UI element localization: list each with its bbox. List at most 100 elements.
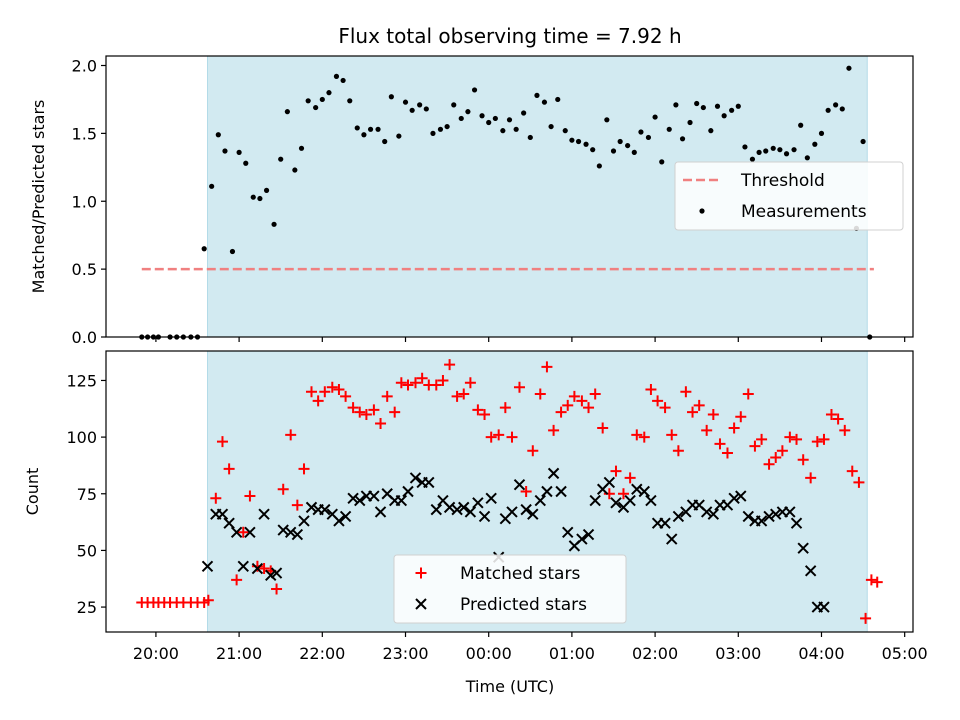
data-point (846, 65, 852, 71)
data-point (506, 431, 518, 443)
data-point (506, 506, 518, 518)
x-tick-label: 01:00 (549, 644, 595, 663)
panel1-y-tick-label: 0.0 (72, 328, 97, 347)
data-point (603, 476, 616, 489)
data-point (853, 476, 865, 488)
x-tick-label: 02:00 (632, 644, 678, 663)
x-tick-label: 22:00 (299, 644, 345, 663)
data-point (527, 445, 539, 457)
data-point (347, 98, 353, 104)
data-point (617, 138, 623, 145)
data-point (652, 395, 664, 407)
data-point (818, 130, 825, 136)
data-point (610, 148, 617, 154)
x-tick-label: 03:00 (715, 644, 761, 663)
data-point (313, 104, 319, 111)
data-point (278, 156, 284, 162)
panel1-axes: 0.0 0.5 1.0 1.5 2.0 Matched/Predicted stars Th… (29, 55, 914, 347)
data-point (783, 151, 790, 157)
data-point (714, 438, 726, 450)
data-point (339, 510, 352, 523)
data-point (770, 145, 776, 151)
data-point (804, 565, 817, 577)
data-point (798, 122, 804, 128)
data-point (458, 115, 464, 122)
data-point (443, 501, 456, 514)
data-point (672, 510, 685, 523)
data-point (589, 494, 601, 507)
data-point (839, 106, 845, 112)
panel2-frame (105, 350, 914, 633)
data-point (701, 424, 713, 436)
data-point (673, 102, 679, 108)
data-point (604, 117, 610, 123)
data-point (423, 106, 429, 112)
panel1-y-axis-label: Matched/Predicted stars (29, 100, 48, 294)
legend-dot-marker (699, 208, 705, 214)
data-point (472, 404, 484, 416)
data-point (340, 390, 352, 402)
data-point (638, 485, 650, 498)
x-tick-label: 00:00 (466, 644, 512, 663)
data-point (624, 494, 636, 507)
data-point (382, 138, 388, 145)
data-point (617, 488, 629, 500)
data-point (374, 506, 387, 518)
data-point (409, 107, 415, 113)
x-tick-label: 21:00 (216, 644, 262, 663)
data-point (541, 361, 553, 373)
data-point (250, 194, 256, 200)
legend-label: Matched stars (460, 564, 580, 584)
panel1-y-tick-label: 2.0 (72, 57, 97, 76)
data-point (865, 574, 877, 586)
data-point (631, 149, 637, 155)
legend-label: Predicted stars (460, 595, 587, 615)
data-point (583, 141, 589, 147)
data-point (464, 377, 476, 389)
panel1-y-tick-label: 1.5 (72, 124, 97, 143)
data-point (521, 110, 527, 116)
data-point (209, 183, 215, 189)
data-point (700, 506, 713, 518)
data-point (485, 492, 497, 505)
data-point (333, 73, 340, 79)
data-point (728, 422, 740, 434)
data-point (555, 96, 561, 103)
data-point (492, 115, 498, 122)
data-point (347, 402, 359, 414)
data-point (790, 517, 803, 529)
data-point (631, 429, 643, 441)
data-point (666, 429, 678, 441)
data-point (451, 503, 463, 516)
data-point (216, 508, 229, 520)
data-point (749, 156, 756, 162)
data-point (472, 497, 484, 509)
data-point (770, 452, 782, 464)
data-point (291, 499, 303, 511)
data-point (625, 142, 631, 149)
data-point (230, 526, 243, 538)
panel2-y-tick-label: 125 (66, 371, 97, 390)
data-point (756, 149, 762, 155)
data-point (216, 436, 228, 448)
data-point (258, 508, 270, 520)
data-point (562, 399, 574, 411)
panel2-legend: Matched stars Predicted stars (393, 554, 627, 624)
data-point (534, 388, 546, 400)
data-point (360, 408, 372, 420)
data-point (500, 128, 506, 134)
data-point (471, 87, 478, 93)
data-point (416, 372, 428, 384)
data-point (236, 149, 242, 155)
data-point (333, 515, 345, 527)
data-point (458, 388, 470, 400)
data-point (714, 103, 721, 109)
data-point (244, 526, 256, 538)
data-point (354, 494, 366, 507)
data-point (298, 463, 310, 475)
data-point (243, 160, 249, 166)
data-point (354, 125, 360, 131)
data-point (244, 490, 256, 502)
data-point (846, 465, 858, 477)
data-point (562, 128, 568, 134)
